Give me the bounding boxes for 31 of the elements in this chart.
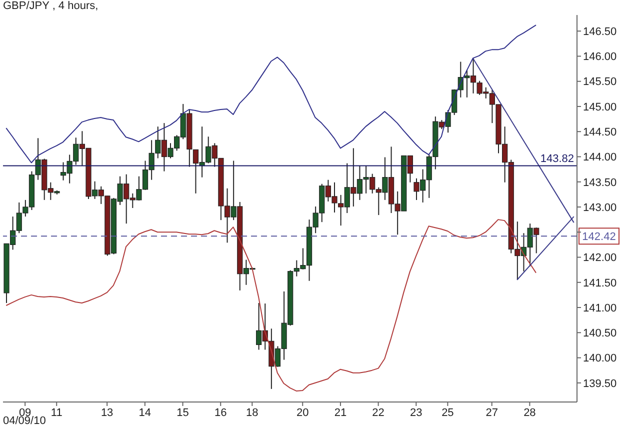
x-tick-label: 11 — [50, 406, 62, 419]
y-tick-label: 139.50 — [583, 378, 617, 390]
chart-title: GBP/JPY , 4 hours, — [3, 0, 98, 12]
y-tick-label: 141.00 — [583, 302, 617, 314]
x-tick-label: 27 — [486, 406, 498, 419]
y-tick-label: 145.50 — [583, 76, 617, 88]
y-tick-label: 143.00 — [583, 202, 617, 214]
y-tick-label: 140.50 — [583, 328, 617, 340]
y-tick-label: 142.00 — [583, 252, 617, 264]
x-tick-label: 13 — [100, 406, 114, 419]
y-tick-label: 141.50 — [583, 277, 617, 290]
ref-line-label: 143.82 — [540, 152, 574, 165]
x-tick-label: 14 — [138, 406, 152, 419]
x-tick-label: 20 — [296, 406, 309, 419]
x-tick-label: 28 — [524, 406, 536, 419]
x-tick-label: 21 — [334, 406, 347, 419]
y-tick-label: 143.50 — [583, 176, 617, 189]
y-tick-label: 146.50 — [583, 26, 617, 38]
ref-line-label: 142.42 — [582, 231, 616, 244]
y-tick-label: 144.50 — [583, 126, 617, 139]
x-tick-label: 15 — [176, 406, 189, 419]
x-tick-label: 25 — [442, 406, 454, 419]
text: 04/09/10 — [3, 415, 46, 427]
x-tick-label: 18 — [246, 406, 258, 419]
y-tick-label: 145.00 — [583, 101, 617, 114]
y-tick-label: 144.00 — [583, 152, 617, 164]
y-tick-label: 140.00 — [583, 352, 617, 365]
x-tick-label: 16 — [214, 406, 227, 419]
x-tick-label: 23 — [410, 406, 422, 419]
x-tick-label: 22 — [372, 406, 384, 419]
y-tick-label: 146.00 — [583, 51, 617, 64]
